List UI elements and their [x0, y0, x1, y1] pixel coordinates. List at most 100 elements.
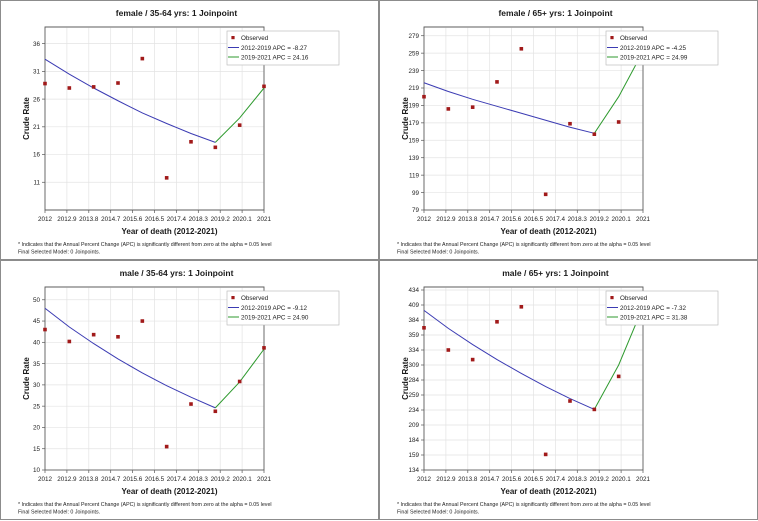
y-tick-label: 20: [33, 425, 41, 432]
x-tick-label: 2017.4: [546, 476, 566, 483]
x-tick-label: 2014.7: [480, 216, 500, 223]
y-tick-label: 184: [408, 437, 419, 444]
plot-border: [423, 26, 644, 211]
observed-point: [116, 334, 120, 339]
footnote-line: Final Selected Model: 0 Joinpoints.: [397, 250, 479, 256]
footnote-line: Final Selected Model: 0 Joinpoints.: [18, 510, 100, 516]
x-tick-label: 2018.3: [189, 476, 209, 483]
footnote-line: Final Selected Model: 0 Joinpoints.: [18, 250, 100, 256]
y-axis-title: Crude Rate: [22, 97, 31, 140]
y-tick-label: 11: [33, 179, 40, 186]
observed-point: [43, 81, 47, 86]
observed-point: [495, 80, 499, 84]
x-tick-label: 2014.7: [101, 216, 121, 223]
chart-title: female / 65+ yrs: 1 Joinpoint: [498, 8, 612, 18]
x-tick-label: 2018.3: [568, 216, 588, 223]
fit-segment-2019-2021: [214, 87, 265, 143]
x-tick-label: 2019.2: [590, 476, 610, 483]
y-axis-title: Crude Rate: [401, 357, 410, 400]
observed-point: [91, 332, 96, 337]
legend-seg2-label: 2019-2021 APC = 24.99: [620, 55, 688, 62]
footnote-line: * Indicates that the Annual Percent Chan…: [397, 502, 651, 508]
y-tick-label: 79: [412, 207, 420, 214]
fit-segment-2012-2019: [423, 82, 595, 134]
legend-box: [226, 290, 340, 326]
observed-point: [43, 327, 47, 332]
y-axis-title: Crude Rate: [401, 97, 410, 140]
chart-title: male / 65+ yrs: 1 Joinpoint: [502, 268, 609, 278]
observed-point: [616, 120, 621, 124]
legend-seg1-label: 2012-2019 APC = -8.27: [241, 45, 307, 52]
legend-box: [605, 290, 719, 326]
y-tick-label: 159: [408, 137, 419, 144]
observed-point: [140, 56, 145, 61]
legend-seg2-label: 2019-2021 APC = 24.90: [241, 315, 309, 322]
y-tick-label: 139: [408, 155, 419, 162]
y-tick-label: 219: [408, 85, 419, 92]
observed-point: [262, 346, 266, 350]
legend-observed-marker: [231, 36, 235, 40]
x-tick-label: 2013.8: [79, 476, 99, 483]
legend-box: [226, 30, 340, 66]
y-tick-label: 199: [408, 103, 419, 110]
observed-point: [237, 123, 242, 127]
observed-point: [116, 81, 120, 85]
footnote-line: * Indicates that the Annual Percent Chan…: [397, 242, 651, 248]
y-tick-label: 35: [33, 361, 41, 368]
footnote-line: * Indicates that the Annual Percent Chan…: [18, 502, 272, 508]
x-tick-label: 2020.1: [611, 216, 631, 223]
x-tick-label: 2012: [417, 476, 432, 483]
x-tick-label: 2014.7: [480, 476, 500, 483]
x-tick-label: 2015.6: [123, 216, 143, 223]
x-tick-label: 2015.6: [502, 476, 522, 483]
x-tick-label: 2013.8: [458, 216, 478, 223]
observed-point: [189, 139, 193, 144]
y-tick-label: 159: [408, 452, 419, 459]
legend-seg1-label: 2012-2019 APC = -9.12: [241, 305, 307, 312]
x-tick-label: 2019.2: [211, 216, 231, 223]
y-tick-label: 45: [33, 318, 41, 325]
y-tick-label: 179: [408, 120, 419, 127]
x-tick-label: 2015.6: [502, 216, 522, 223]
x-tick-label: 2012.9: [436, 476, 456, 483]
legend-seg1-label: 2012-2019 APC = -4.25: [620, 45, 686, 52]
chart-svg: female / 35-64 yrs: 1 Joinpoint 2012 2012.…: [18, 8, 340, 256]
x-axis-title: Year of death (2012-2021): [121, 227, 217, 236]
y-tick-label: 284: [408, 377, 419, 384]
y-tick-label: 209: [408, 422, 419, 429]
observed-point: [140, 319, 145, 323]
x-tick-label: 2015.6: [123, 476, 143, 483]
y-tick-label: 119: [409, 172, 420, 179]
x-tick-label: 2017.4: [546, 216, 566, 223]
legend-observed-label: Observed: [241, 295, 269, 302]
x-tick-label: 2020.1: [232, 476, 252, 483]
legend-box: [605, 30, 719, 66]
y-tick-label: 359: [408, 332, 419, 339]
fit-segment-2019-2021: [593, 306, 644, 410]
fit-segment-2019-2021: [593, 51, 644, 134]
legend-seg2-label: 2019-2021 APC = 24.16: [241, 55, 309, 62]
chart-panel-male-35-64: male / 35-64 yrs: 1 Joinpoint 2012 2012.9 2…: [0, 260, 379, 520]
y-tick-label: 50: [33, 297, 41, 304]
observed-point: [568, 399, 572, 403]
chart-panel-female-35-64: female / 35-64 yrs: 1 Joinpoint 2012 2012.…: [0, 0, 379, 260]
observed-point: [470, 357, 475, 362]
observed-point: [519, 305, 524, 309]
legend-observed-marker: [610, 296, 614, 300]
x-tick-label: 2016.5: [145, 216, 165, 223]
observed-point: [67, 339, 72, 344]
x-tick-label: 2012: [38, 476, 53, 483]
observed-point: [422, 326, 426, 330]
observed-point: [164, 444, 169, 449]
x-tick-label: 2012.9: [57, 476, 77, 483]
y-tick-label: 239: [408, 68, 419, 75]
observed-point: [237, 379, 242, 384]
x-tick-label: 2020.1: [232, 216, 252, 223]
observed-point: [592, 407, 597, 412]
x-tick-label: 2013.8: [458, 476, 478, 483]
fit-segment-2012-2019: [44, 307, 216, 409]
footnote-line: * Indicates that the Annual Percent Chan…: [18, 242, 272, 248]
y-tick-label: 10: [33, 467, 41, 474]
